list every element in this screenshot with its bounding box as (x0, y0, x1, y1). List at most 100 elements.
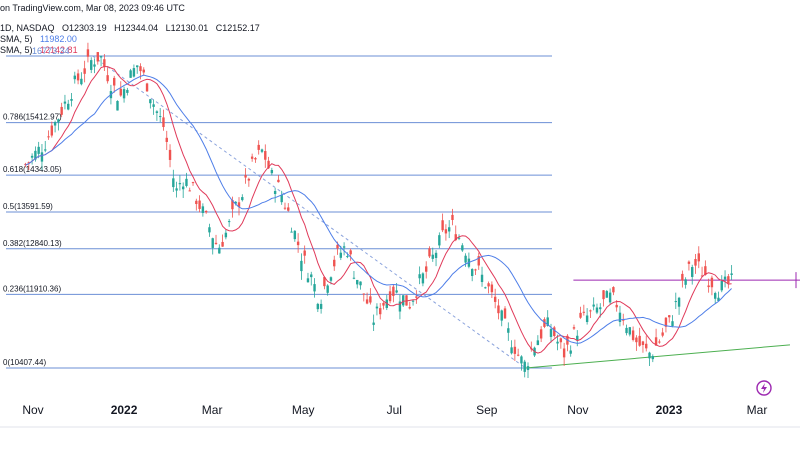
candle-body (553, 327, 556, 337)
candle-body (273, 190, 277, 195)
candle-body (326, 285, 329, 293)
candle-body (631, 330, 635, 340)
x-tick-label: Nov (567, 403, 588, 417)
candle-body (605, 291, 609, 298)
sma-fast-line (25, 66, 732, 354)
candle-body (447, 227, 451, 232)
candle-body (264, 151, 267, 160)
candle-body (316, 303, 320, 310)
candle-body (83, 68, 86, 74)
candle-body (661, 332, 664, 336)
candle-body (63, 101, 67, 104)
candle-body (628, 327, 632, 335)
candle-body (57, 119, 60, 123)
candle-body (313, 284, 316, 292)
fib-label-0-618: 0.618(14343.05) (3, 165, 62, 174)
candle-body (352, 277, 356, 279)
ohlc-open: O12303.19 (62, 23, 107, 33)
x-tick-label: Mar (747, 403, 768, 417)
candle-body (76, 73, 80, 81)
candle-body (96, 52, 99, 62)
candle-body (280, 195, 283, 203)
candle-body (549, 329, 553, 337)
candle-body (30, 155, 34, 158)
candle-body (418, 274, 421, 279)
sma-slow-line (25, 74, 732, 344)
candle-body (556, 341, 559, 344)
candle-body (615, 304, 618, 308)
candle-body (382, 302, 385, 306)
candle-body (421, 273, 425, 284)
candle-body (310, 274, 313, 278)
candle-body (441, 220, 444, 231)
candle-body (365, 299, 369, 304)
candle-body (323, 277, 326, 287)
candle-body (231, 200, 234, 210)
candle-body (717, 297, 720, 302)
x-tick-label: 2023 (656, 403, 683, 417)
candle-body (126, 89, 129, 93)
candle-body (336, 244, 339, 249)
candle-body (576, 335, 579, 340)
candle-body (369, 296, 372, 303)
candle-body (119, 88, 122, 96)
candle-body (158, 116, 162, 118)
candle-body (80, 78, 83, 85)
candle-body (671, 321, 674, 327)
candle-body (342, 246, 346, 248)
ohlc-high: H12344.04 (114, 23, 159, 33)
candle-body (34, 150, 37, 160)
candle-body (710, 277, 714, 288)
candle-body (428, 248, 431, 257)
candle-body (398, 301, 402, 312)
x-tick-label: Sep (476, 403, 498, 417)
candle-body (457, 237, 461, 239)
candle-body (142, 69, 145, 73)
overlap-value: 16773.34 (32, 46, 70, 56)
x-tick-label: 2022 (111, 403, 138, 417)
candle-body (451, 214, 454, 220)
candle-body (516, 354, 520, 356)
candle-body (241, 197, 244, 201)
candle-body (234, 201, 237, 204)
candle-body (388, 291, 392, 302)
candle-body (129, 70, 132, 78)
candle-body (303, 250, 306, 256)
candle-body (470, 269, 474, 276)
candle-body (73, 75, 76, 80)
candle-body (293, 230, 297, 240)
candle-body (346, 256, 349, 258)
candle-body (185, 178, 188, 186)
candle-body (727, 276, 730, 284)
candle-body (503, 308, 507, 319)
candle-body (359, 281, 362, 286)
ohlc-low: L12130.01 (165, 23, 209, 33)
candle-body (339, 252, 343, 258)
candle-body (172, 178, 175, 188)
candle-body (569, 350, 572, 354)
candle-body (438, 235, 441, 246)
candle-body (300, 260, 303, 272)
candle-body (424, 266, 428, 272)
candle-body (122, 89, 126, 99)
candle-body (612, 287, 615, 293)
candle-body (224, 232, 228, 238)
candle-body (635, 337, 638, 343)
candle-body (214, 242, 218, 244)
candle-body (477, 256, 480, 266)
candle-body (204, 210, 208, 213)
sma1-value: 11982.00 (40, 34, 77, 44)
candle-body (526, 366, 530, 371)
tradingview-logo-icon[interactable] (756, 380, 772, 396)
support-line (525, 344, 791, 369)
candle-body (227, 221, 231, 223)
candle-body (287, 207, 290, 211)
source-text: on TradingView.com, Mar 08, 2023 09:46 U… (0, 3, 185, 13)
candle-body (175, 188, 178, 191)
fib-label-0: 0(10407.44) (3, 358, 46, 367)
candle-body (608, 292, 612, 303)
candle-body (520, 356, 523, 364)
candle-body (106, 75, 109, 82)
candle-body (513, 346, 517, 354)
